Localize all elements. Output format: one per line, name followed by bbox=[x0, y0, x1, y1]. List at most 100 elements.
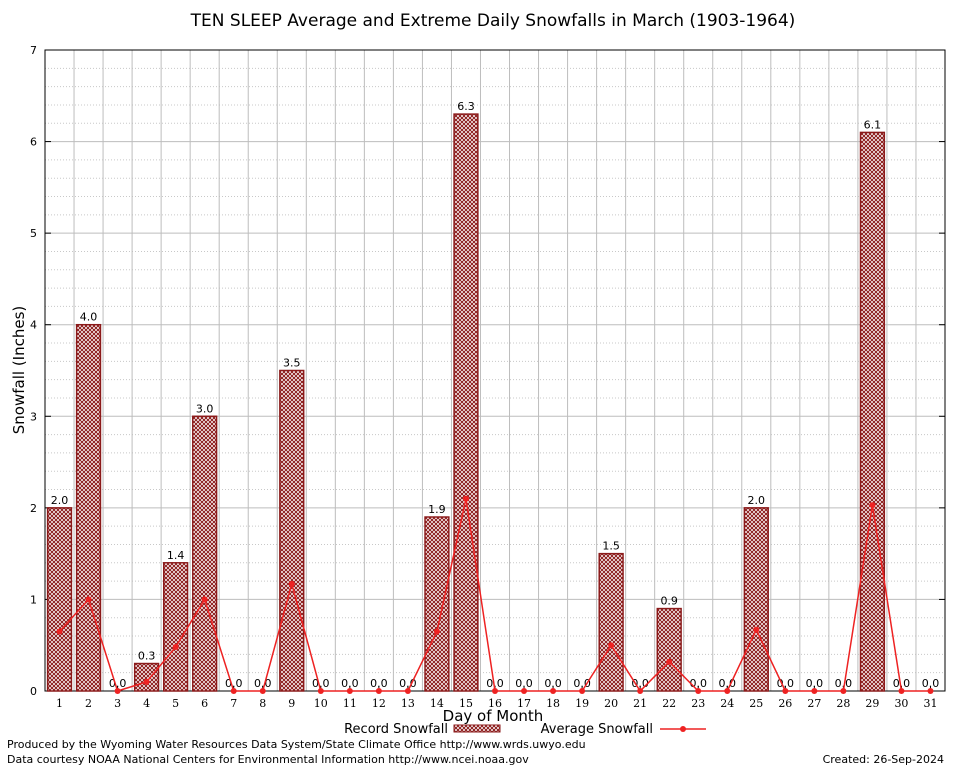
bar-value-label: 0.0 bbox=[573, 677, 591, 690]
average-snowfall-point bbox=[927, 688, 934, 694]
record-snowfall-bar bbox=[598, 552, 624, 692]
bar-value-label: 3.0 bbox=[196, 402, 214, 415]
bar-value-label: 0.0 bbox=[399, 677, 417, 690]
record-snowfall-bar bbox=[46, 507, 73, 692]
average-snowfall-point bbox=[637, 688, 644, 694]
record-snowfall-bar bbox=[743, 507, 769, 692]
bar-value-label: 1.5 bbox=[602, 540, 620, 553]
legend-record-label: Record Snowfall bbox=[344, 722, 448, 737]
x-tick-label: 21 bbox=[633, 697, 647, 710]
x-tick-label: 12 bbox=[372, 697, 386, 710]
average-snowfall-point bbox=[56, 628, 63, 635]
average-snowfall-point bbox=[288, 580, 295, 587]
average-snowfall-point bbox=[811, 688, 818, 694]
x-tick-label: 6 bbox=[201, 697, 208, 710]
x-tick-label: 15 bbox=[459, 697, 473, 710]
y-axis-ticks: 0 1 2 3 4 5 6 7 bbox=[30, 44, 945, 698]
average-snowfall-point bbox=[666, 658, 673, 665]
bar-value-label: 0.0 bbox=[109, 677, 127, 690]
x-tick-label: 14 bbox=[430, 697, 444, 710]
bar-value-label: 0.0 bbox=[486, 677, 504, 690]
legend-average-marker bbox=[680, 726, 686, 732]
y-tick-label: 1 bbox=[30, 593, 37, 606]
x-tick-label: 11 bbox=[343, 697, 357, 710]
bar-value-label: 3.5 bbox=[283, 357, 301, 370]
x-tick-label: 8 bbox=[259, 697, 266, 710]
x-axis-ticks: 1 2 3 4 5 6 7 8 9 10 11 12 13 14 15 16 17 18 19 20 21 22 23 24 2… bbox=[56, 686, 937, 710]
footer-created-date: Created: 26-Sep-2024 bbox=[822, 753, 944, 766]
bar-value-labels: 2.0 4.0 0.0 0.3 1.4 3.0 0.0 0.0 3.5 0.0 0.0 0.0 0.0 1… bbox=[51, 100, 939, 690]
average-snowfall-point bbox=[521, 688, 528, 694]
x-tick-label: 31 bbox=[923, 697, 937, 710]
average-snowfall-point bbox=[608, 642, 615, 649]
x-tick-label: 18 bbox=[546, 697, 560, 710]
average-snowfall-point bbox=[869, 502, 876, 509]
bar-value-label: 1.9 bbox=[428, 503, 446, 516]
x-tick-label: 9 bbox=[288, 697, 295, 710]
average-snowfall-point bbox=[230, 688, 237, 694]
average-snowfall-point bbox=[172, 644, 179, 651]
bar-value-label: 0.0 bbox=[806, 677, 824, 690]
bar-value-label: 0.0 bbox=[922, 677, 940, 690]
average-snowfall-point bbox=[462, 495, 469, 502]
bar-value-label: 0.0 bbox=[341, 677, 359, 690]
bar-value-label: 0.0 bbox=[835, 677, 853, 690]
legend-record-swatch bbox=[453, 724, 501, 733]
x-tick-label: 27 bbox=[807, 697, 821, 710]
x-tick-label: 26 bbox=[778, 697, 792, 710]
x-tick-label: 16 bbox=[488, 697, 502, 710]
x-tick-label: 1 bbox=[56, 697, 63, 710]
record-snowfall-bar bbox=[453, 113, 479, 692]
y-axis-label: Snowfall (Inches) bbox=[10, 306, 28, 434]
y-tick-label: 5 bbox=[30, 227, 37, 240]
x-tick-label: 22 bbox=[662, 697, 676, 710]
bar-value-label: 0.0 bbox=[893, 677, 911, 690]
average-snowfall-point bbox=[492, 688, 498, 694]
record-snowfall-bar bbox=[75, 323, 102, 692]
y-tick-label: 6 bbox=[30, 136, 37, 149]
bar-value-label: 0.0 bbox=[312, 677, 330, 690]
x-tick-label: 3 bbox=[114, 697, 121, 710]
y-tick-label: 4 bbox=[30, 319, 37, 332]
average-snowfall-point bbox=[317, 688, 324, 694]
x-tick-label: 13 bbox=[401, 697, 415, 710]
record-snowfall-bars bbox=[46, 113, 886, 692]
x-tick-label: 2 bbox=[85, 697, 92, 710]
bar-value-label: 6.3 bbox=[457, 100, 475, 113]
x-tick-label: 10 bbox=[314, 697, 328, 710]
bar-value-label: 0.0 bbox=[515, 677, 533, 690]
average-snowfall-point bbox=[114, 688, 121, 694]
y-tick-label: 0 bbox=[30, 685, 37, 698]
average-snowfall-point bbox=[259, 688, 266, 694]
average-snowfall-point bbox=[550, 688, 557, 694]
bar-value-label: 1.4 bbox=[167, 549, 185, 562]
average-snowfall-point bbox=[724, 688, 731, 694]
record-snowfall-bar bbox=[279, 369, 305, 692]
average-snowfall-point bbox=[753, 626, 760, 633]
bar-value-label: 0.3 bbox=[138, 650, 156, 663]
average-snowfall-point bbox=[579, 688, 586, 694]
average-snowfall-point bbox=[898, 688, 905, 694]
record-snowfall-bar bbox=[192, 415, 218, 692]
average-snowfall-point bbox=[695, 688, 702, 694]
bar-value-label: 4.0 bbox=[80, 311, 98, 324]
bar-value-label: 0.0 bbox=[370, 677, 388, 690]
footer-produced-by: Produced by the Wyoming Water Resources … bbox=[7, 738, 586, 751]
x-tick-label: 30 bbox=[894, 697, 908, 710]
x-tick-label: 17 bbox=[517, 697, 531, 710]
x-tick-label: 5 bbox=[172, 697, 179, 710]
x-tick-label: 24 bbox=[720, 697, 734, 710]
bar-value-label: 6.1 bbox=[864, 118, 882, 131]
record-snowfall-bar bbox=[424, 516, 450, 692]
x-tick-label: 23 bbox=[691, 697, 705, 710]
bar-value-label: 2.0 bbox=[51, 494, 69, 507]
x-axis-label: Day of Month bbox=[443, 707, 544, 725]
average-snowfall-point bbox=[143, 678, 150, 685]
x-tick-label: 4 bbox=[143, 697, 150, 710]
y-tick-label: 3 bbox=[30, 410, 37, 423]
bar-value-label: 0.9 bbox=[660, 595, 678, 608]
bar-value-label: 2.0 bbox=[748, 494, 766, 507]
average-snowfall-point bbox=[782, 688, 789, 694]
average-snowfall-point bbox=[840, 688, 847, 694]
